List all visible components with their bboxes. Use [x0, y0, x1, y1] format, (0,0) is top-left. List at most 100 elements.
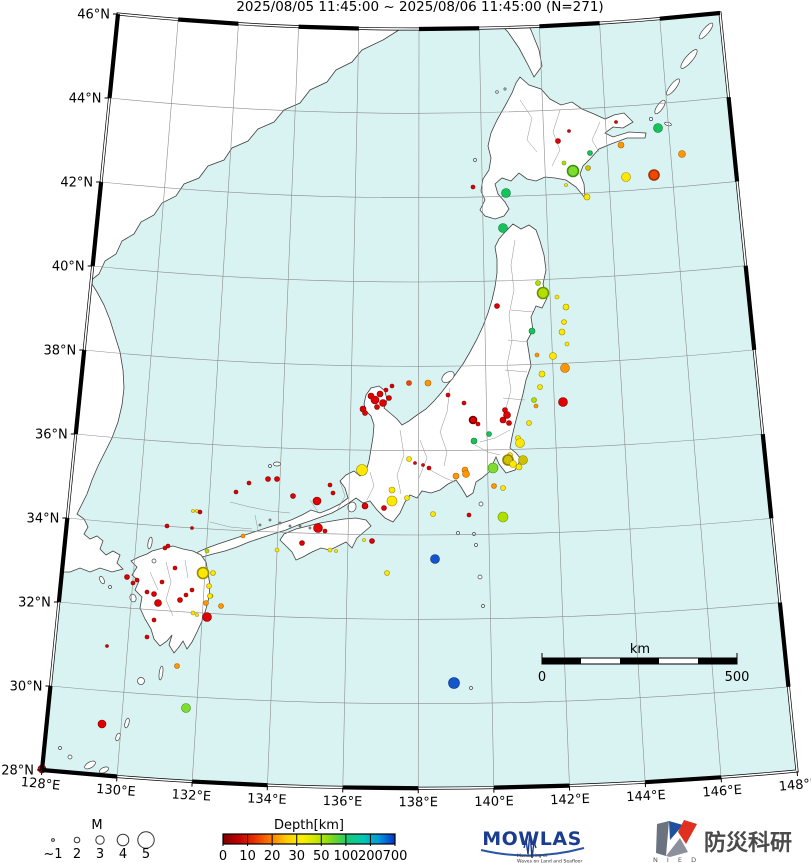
earthquake-marker — [124, 574, 130, 580]
magnitude-legend-label: 3 — [96, 847, 104, 862]
earthquake-marker — [555, 138, 561, 144]
magnitude-legend-label: 2 — [73, 847, 81, 862]
earthquake-marker — [210, 570, 216, 576]
earthquake-marker — [374, 404, 380, 410]
earthquake-marker — [404, 495, 410, 501]
lon-label: 148°E — [778, 776, 811, 795]
earthquake-marker — [452, 472, 460, 480]
lon-label: 142°E — [550, 792, 590, 808]
earthquake-marker — [159, 579, 165, 585]
magnitude-legend-circle — [137, 831, 155, 849]
hokkaido — [479, 76, 647, 220]
magnitude-legend-title: M — [91, 818, 102, 833]
earthquake-marker — [383, 387, 389, 393]
earthquake-marker — [518, 455, 528, 465]
earthquake-marker — [486, 431, 492, 437]
earthquake-marker — [497, 511, 509, 523]
earthquake-marker — [376, 390, 384, 398]
earthquake-marker — [515, 438, 525, 448]
earthquake-marker — [506, 420, 512, 426]
earthquake-marker — [97, 719, 107, 729]
lon-label: 138°E — [398, 795, 438, 810]
mowlas-waveform-icon — [523, 831, 537, 859]
magnitude-legend-circle — [73, 836, 81, 844]
earthquake-marker — [406, 380, 412, 386]
earthquake-marker — [196, 566, 210, 580]
lon-label: 128°E — [20, 775, 61, 794]
earthquake-marker — [203, 600, 209, 606]
scale-bar-segment — [698, 658, 737, 664]
earthquake-marker — [362, 538, 366, 542]
lon-label: 134°E — [247, 791, 287, 808]
lon-label: 132°E — [171, 787, 211, 804]
earthquake-marker — [144, 589, 150, 595]
earthquake-marker — [531, 397, 537, 403]
depth-colorbar-labels: 0 10 20 30 50 100 200 700 — [219, 849, 408, 863]
earthquake-marker — [462, 470, 470, 478]
earthquake-marker — [617, 141, 625, 149]
nied-mark-red-check — [678, 820, 697, 844]
earthquake-marker — [535, 280, 541, 286]
magnitude-legend-circle — [95, 835, 105, 845]
earthquake-marker — [144, 634, 150, 640]
earthquake-marker — [370, 395, 380, 405]
earthquake-marker — [206, 583, 212, 589]
earthquake-marker — [470, 184, 476, 190]
earthquake-marker — [426, 465, 432, 471]
earthquake-marker — [218, 603, 224, 609]
earthquake-marker — [585, 165, 591, 171]
earthquake-marker — [421, 463, 425, 467]
lon-label: 144°E — [626, 788, 666, 805]
depth-colorbar-ticks — [222, 834, 396, 846]
scale-bar-end: 500 — [725, 670, 750, 685]
earthquake-marker — [190, 526, 194, 530]
magnitude-legend: M ~1 2 3 4 5 — [43, 818, 155, 862]
depth-tick-label: 50 — [313, 849, 330, 863]
earthquake-marker — [181, 703, 191, 713]
earthquake-marker — [614, 120, 618, 124]
mowlas-tagline-2: Waves on Land and Seafloor — [517, 859, 582, 863]
depth-colorbar — [222, 833, 396, 845]
nied-mark-gray-bar — [656, 821, 669, 856]
earthquake-marker — [330, 490, 336, 496]
earthquake-marker — [562, 303, 570, 311]
earthquake-marker — [564, 183, 568, 187]
earthquake-marker — [430, 554, 440, 564]
earthquake-marker — [413, 461, 417, 465]
depth-legend: Depth[km] 0 10 20 30 50 100 200 700 — [219, 818, 408, 863]
lat-label: 32°N — [18, 596, 51, 611]
earthquake-marker — [500, 485, 506, 491]
lon-label: 140°E — [474, 794, 514, 810]
depth-tick-label: 100 — [333, 849, 358, 863]
earthquake-marker — [503, 411, 511, 419]
earthquake-marker — [274, 547, 280, 553]
earthquake-markers — [37, 120, 686, 774]
earthquake-marker — [130, 580, 136, 586]
lat-label: 46°N — [77, 8, 110, 23]
earthquake-marker — [327, 547, 333, 553]
lat-label: 40°N — [52, 260, 85, 275]
earthquake-marker — [290, 493, 296, 499]
nied-name: 防災科研 — [704, 831, 792, 856]
lat-label: 44°N — [69, 92, 102, 107]
earthquake-marker — [515, 463, 523, 471]
earthquake-marker — [202, 612, 212, 622]
earthquake-marker — [189, 587, 195, 593]
earthquake-marker — [538, 370, 546, 378]
earthquake-marker — [491, 483, 497, 489]
nied-logo: N I E D 防災科研 — [653, 820, 792, 863]
mowlas-tagline-1: Monitoring of — [517, 853, 548, 859]
magnitude-legend-label: ~1 — [43, 847, 62, 862]
earthquake-marker — [313, 523, 323, 533]
earthquake-marker — [648, 169, 660, 181]
earthquake-marker — [487, 462, 499, 474]
lon-label: 130°E — [96, 782, 137, 800]
axis-labels: 46°N 44°N 42°N 40°N 38°N 36°N 34°N 32°N 30°N 28°N… — [1, 8, 811, 811]
nied-acronym: N I E D — [653, 856, 700, 863]
earthquake-marker — [583, 193, 591, 201]
magnitude-legend-circle — [116, 833, 130, 847]
scale-bar-segment — [620, 658, 659, 664]
earthquake-marker — [587, 150, 593, 156]
scale-bar-unit: km — [630, 642, 650, 657]
earthquake-marker — [151, 617, 157, 623]
